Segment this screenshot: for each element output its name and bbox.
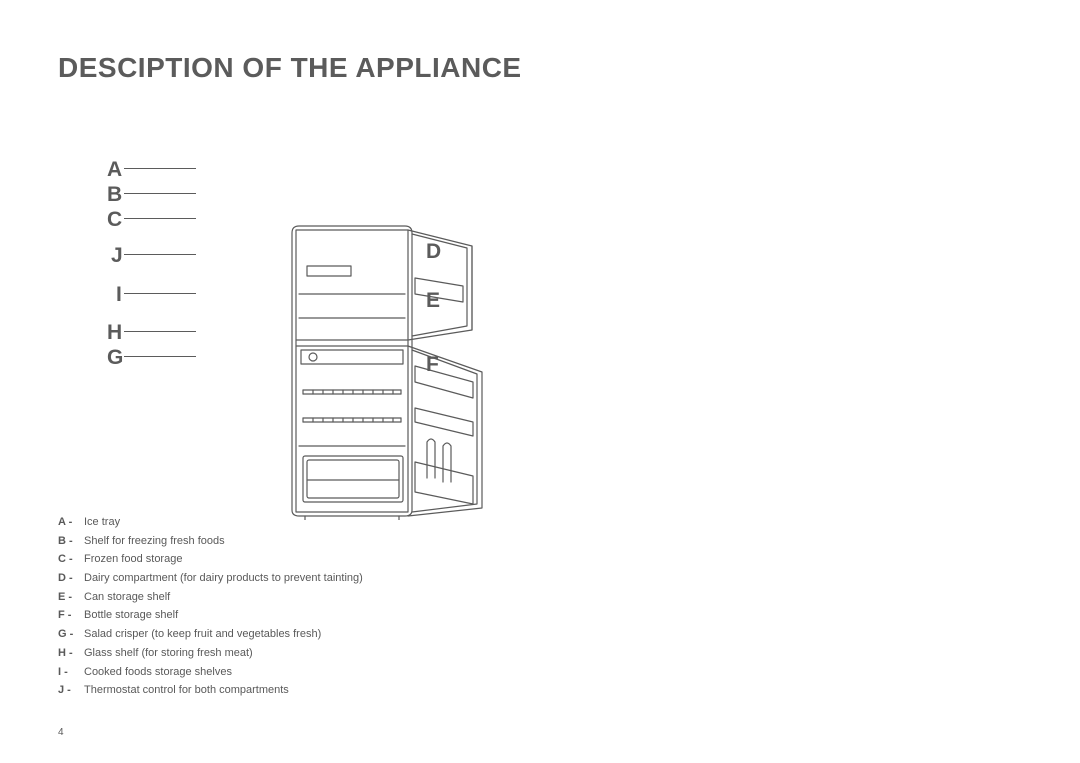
legend-desc: Can storage shelf [84, 588, 170, 607]
callout-label-h: H [107, 321, 122, 345]
leader-g [124, 356, 196, 357]
legend-desc: Salad crisper (to keep fruit and vegetab… [84, 625, 321, 644]
leader-h [124, 331, 196, 332]
callout-label-j: J [111, 244, 123, 268]
appliance-diagram: A B C J I H G D E F [100, 110, 500, 420]
leader-j [124, 254, 196, 255]
legend-desc: Cooked foods storage shelves [84, 663, 232, 682]
legend-desc: Bottle storage shelf [84, 606, 178, 625]
legend-desc: Glass shelf (for storing fresh meat) [84, 644, 253, 663]
legend-key: F - [58, 606, 84, 625]
legend-row: D -Dairy compartment (for dairy products… [58, 569, 363, 588]
callout-label-a: A [107, 158, 122, 182]
legend-desc: Thermostat control for both compartments [84, 681, 289, 700]
legend-key: H - [58, 644, 84, 663]
legend-key: D - [58, 569, 84, 588]
legend-desc: Dairy compartment (for dairy products to… [84, 569, 363, 588]
legend-key: E - [58, 588, 84, 607]
parts-legend: A -Ice tray B -Shelf for freezing fresh … [58, 513, 363, 700]
callout-label-b: B [107, 183, 122, 207]
page-number: 4 [58, 727, 64, 738]
callout-label-i: I [116, 283, 122, 307]
legend-key: C - [58, 550, 84, 569]
legend-row: F -Bottle storage shelf [58, 606, 363, 625]
leader-b [124, 193, 196, 194]
leader-i [124, 293, 196, 294]
leader-a [124, 168, 196, 169]
legend-row: A -Ice tray [58, 513, 363, 532]
legend-key: A - [58, 513, 84, 532]
callout-label-c: C [107, 208, 122, 232]
leader-c [124, 218, 196, 219]
legend-row: C -Frozen food storage [58, 550, 363, 569]
legend-key: G - [58, 625, 84, 644]
legend-row: J -Thermostat control for both compartme… [58, 681, 363, 700]
legend-key: J - [58, 681, 84, 700]
legend-row: I -Cooked foods storage shelves [58, 663, 363, 682]
page-title: DESCIPTION OF THE APPLIANCE [58, 52, 522, 84]
legend-desc: Shelf for freezing fresh foods [84, 532, 225, 551]
legend-row: E -Can storage shelf [58, 588, 363, 607]
legend-row: B -Shelf for freezing fresh foods [58, 532, 363, 551]
legend-row: H -Glass shelf (for storing fresh meat) [58, 644, 363, 663]
legend-row: G -Salad crisper (to keep fruit and vege… [58, 625, 363, 644]
legend-desc: Ice tray [84, 513, 120, 532]
document-page: DESCIPTION OF THE APPLIANCE A B C J I H … [0, 0, 1080, 763]
fridge-illustration [277, 222, 487, 520]
legend-key: B - [58, 532, 84, 551]
legend-desc: Frozen food storage [84, 550, 182, 569]
legend-key: I - [58, 663, 84, 682]
callout-label-g: G [107, 346, 123, 370]
